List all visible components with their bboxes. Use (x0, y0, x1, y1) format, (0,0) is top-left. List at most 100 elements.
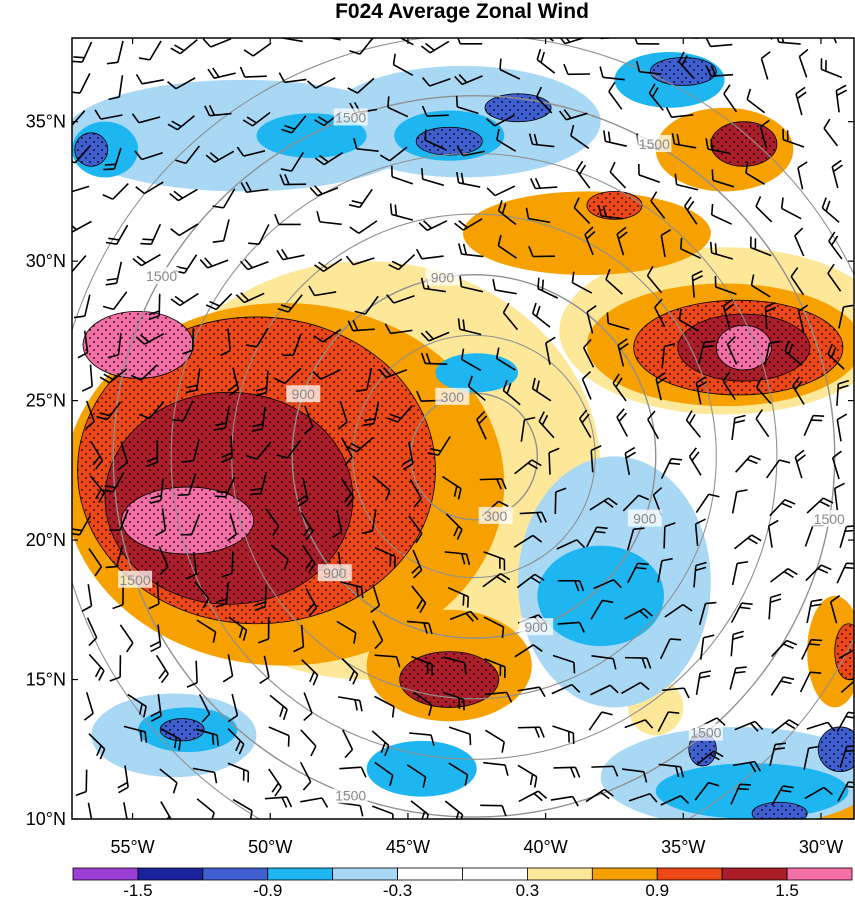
wind-barb (276, 439, 302, 459)
colorbar-label: 0.3 (516, 881, 540, 900)
wind-barb (149, 478, 164, 504)
wind-barb (175, 145, 200, 165)
wind-barb (624, 656, 652, 669)
wind-barb (678, 51, 695, 79)
wind-barb (220, 328, 232, 357)
wind-barb (710, 203, 733, 225)
wind-barb (730, 783, 752, 805)
lat-tick-label: 30°N (26, 251, 66, 271)
colorbar-swatch-0 (72, 867, 139, 881)
wind-barb (148, 581, 160, 610)
wind-barb (198, 693, 211, 723)
wind-barb (658, 763, 685, 778)
wind-barb (89, 475, 106, 503)
wind-barb (486, 185, 516, 197)
wind-barb (660, 229, 672, 258)
wind-barb (108, 75, 124, 101)
wind-barb (627, 562, 649, 584)
wind-barb (759, 119, 770, 149)
wind-barb (616, 226, 628, 256)
wind-barb (406, 620, 433, 635)
wind-barb (828, 231, 843, 260)
wind-barb (694, 518, 706, 546)
wind-barb (829, 594, 841, 624)
wind-barb (106, 40, 124, 65)
colorbar-label: -0.3 (383, 881, 412, 900)
wind-barb (227, 367, 240, 396)
wind-barb (833, 38, 838, 44)
colorbar-swatch-9 (656, 867, 723, 881)
wind-barb (535, 86, 553, 114)
wind-barb (442, 691, 465, 711)
wind-barb (349, 38, 374, 55)
wind-barb (313, 328, 342, 343)
wind-barb (349, 220, 378, 234)
wind-barb (195, 728, 220, 747)
wind-barb (185, 368, 201, 394)
wind-barb (240, 181, 269, 194)
wind-barb (72, 72, 91, 94)
wind-barb (301, 544, 316, 574)
wind-barb (784, 340, 803, 366)
wind-barb (221, 435, 233, 463)
wind-barb (821, 197, 840, 223)
wind-barb (140, 223, 162, 246)
lat-tick-label: 35°N (26, 112, 66, 132)
wind-barb (616, 408, 629, 437)
wind-barb (276, 248, 305, 261)
wind-barb (86, 617, 98, 647)
wind-barb (387, 96, 409, 118)
wind-barb (227, 728, 245, 755)
wind-barb (608, 81, 623, 110)
wind-barb (480, 804, 507, 817)
wind-barb (445, 513, 463, 540)
wind-barb (804, 786, 833, 800)
ring-label-bg (333, 786, 368, 804)
wind-barb (232, 798, 253, 819)
wind-barb (573, 197, 591, 225)
wind-barb (196, 798, 215, 819)
wind-barb (402, 441, 414, 471)
wind-barb (691, 270, 704, 298)
wind-barb (448, 762, 469, 786)
wind-barb (306, 77, 336, 89)
wind-barb (657, 557, 673, 583)
wind-barb (483, 761, 509, 776)
wind-barb (693, 561, 707, 588)
wind-barb (135, 73, 164, 85)
wind-barb (499, 58, 521, 80)
wind-barb (246, 441, 272, 460)
wind-barb (705, 65, 734, 78)
wind-barb (274, 367, 302, 385)
wind-barb (87, 802, 93, 819)
wind-barb (408, 515, 423, 544)
colorbar-swatch-2 (202, 867, 269, 881)
wind-barb (72, 185, 90, 193)
wind-barb (585, 788, 614, 803)
wind-barb (172, 400, 194, 422)
wind-barb (243, 42, 272, 57)
wind-barb (159, 768, 178, 794)
wind-barb (612, 373, 627, 402)
wind-barb (199, 257, 229, 269)
wind-barb (735, 455, 761, 473)
wind-barb (552, 725, 575, 745)
wind-barb (557, 621, 585, 633)
wind-barb (823, 118, 839, 147)
wind-barb (409, 478, 422, 508)
wind-barb (109, 655, 122, 682)
wind-barb (374, 761, 394, 787)
wind-barb (308, 285, 337, 297)
wind-barb (696, 750, 724, 766)
wind-barb (374, 695, 395, 718)
wind-barb (548, 38, 554, 42)
colorbar-swatch-7 (527, 867, 593, 881)
wind-barb (485, 729, 505, 753)
wind-barb (492, 279, 517, 295)
wind-barb (372, 475, 391, 501)
wind-barb (392, 53, 414, 77)
wind-barb (484, 691, 513, 703)
wind-barb (654, 298, 666, 328)
wind-barb (697, 340, 716, 364)
shaded-region-24 (537, 545, 665, 647)
